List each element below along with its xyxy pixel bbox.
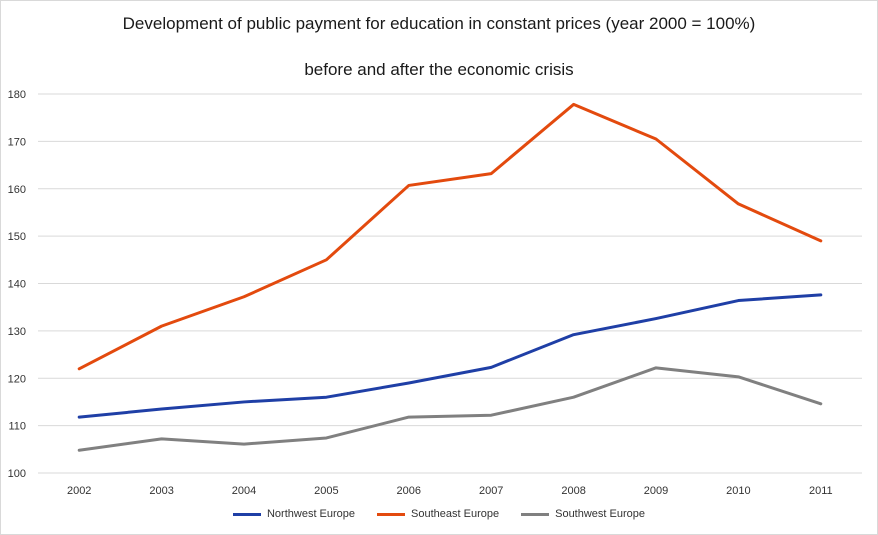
- y-tick-label: 120: [8, 373, 26, 385]
- x-tick-label: 2010: [726, 485, 750, 497]
- y-tick-label: 180: [8, 89, 26, 101]
- y-tick-label: 170: [8, 136, 26, 148]
- y-tick-label: 100: [8, 468, 26, 480]
- y-tick-label: 140: [8, 279, 26, 291]
- x-tick-label: 2005: [314, 485, 338, 497]
- x-tick-label: 2009: [644, 485, 668, 497]
- y-tick-label: 150: [8, 231, 26, 243]
- legend-swatch: [521, 512, 550, 516]
- legend-item: Southeast Europe: [377, 508, 499, 520]
- chart-title: Development of public payment for educat…: [122, 14, 756, 33]
- legend-item: Northwest Europe: [232, 508, 356, 520]
- x-tick-label: 2007: [479, 485, 503, 497]
- x-tick-label: 2002: [67, 485, 91, 497]
- y-tick-label: 160: [8, 184, 26, 196]
- legend-label: Southwest Europe: [555, 508, 645, 520]
- legend-item: Southwest Europe: [521, 508, 645, 520]
- legend-swatch: [232, 512, 261, 516]
- legend-label: Southeast Europe: [411, 508, 500, 520]
- y-tick-label: 110: [8, 421, 26, 433]
- x-tick-label: 2003: [149, 485, 173, 497]
- series-line-northwest-europe: [77, 293, 823, 419]
- y-tick-label: 130: [8, 326, 26, 338]
- series-line-southwest-europe: [77, 366, 823, 452]
- chart-legend: Northwest Europe Southeast Europe Southwes…: [0, 508, 878, 520]
- series-line-southeast-europe: [77, 102, 823, 371]
- chart-subtitle: before and after the economic crisis: [304, 60, 574, 79]
- x-tick-label: 2008: [561, 485, 585, 497]
- x-tick-label: 2011: [809, 485, 833, 497]
- x-tick-label: 2006: [397, 485, 421, 497]
- x-tick-label: 2004: [232, 485, 256, 497]
- legend-label: Northwest Europe: [266, 508, 356, 520]
- legend-swatch: [377, 512, 406, 516]
